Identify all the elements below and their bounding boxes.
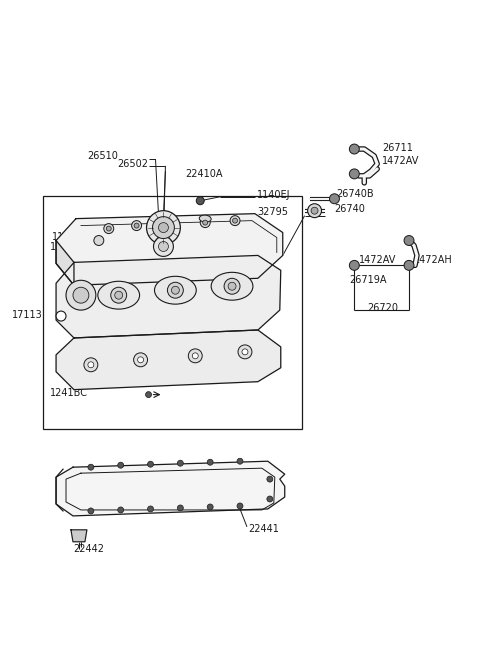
Circle shape bbox=[66, 280, 96, 310]
Text: 1140EJ: 1140EJ bbox=[257, 190, 290, 200]
Circle shape bbox=[178, 505, 183, 511]
Text: 17113: 17113 bbox=[12, 310, 43, 320]
Circle shape bbox=[238, 345, 252, 359]
Circle shape bbox=[158, 222, 168, 233]
Ellipse shape bbox=[155, 276, 196, 304]
Text: 26719A: 26719A bbox=[349, 276, 387, 285]
Circle shape bbox=[118, 462, 124, 468]
Circle shape bbox=[228, 282, 236, 290]
Circle shape bbox=[88, 362, 94, 368]
Circle shape bbox=[145, 392, 152, 398]
Text: 1241BC: 1241BC bbox=[50, 388, 88, 398]
Text: 26740: 26740 bbox=[335, 204, 365, 214]
Text: 22410A: 22410A bbox=[185, 169, 223, 179]
Circle shape bbox=[349, 260, 360, 270]
Circle shape bbox=[94, 236, 104, 245]
Text: 1472AV: 1472AV bbox=[382, 156, 420, 166]
Text: 1472AH: 1472AH bbox=[414, 255, 453, 266]
Text: 26720: 26720 bbox=[367, 303, 398, 313]
Circle shape bbox=[158, 241, 168, 251]
Circle shape bbox=[84, 358, 98, 372]
Text: 26510: 26510 bbox=[87, 151, 118, 161]
Circle shape bbox=[168, 282, 183, 298]
Polygon shape bbox=[71, 530, 87, 542]
Circle shape bbox=[207, 459, 213, 465]
Circle shape bbox=[153, 216, 174, 239]
Circle shape bbox=[207, 504, 213, 510]
Text: 26502: 26502 bbox=[118, 159, 148, 169]
Circle shape bbox=[237, 459, 243, 464]
Circle shape bbox=[115, 291, 123, 299]
Text: 22443B: 22443B bbox=[148, 345, 186, 355]
Polygon shape bbox=[56, 461, 285, 516]
Polygon shape bbox=[56, 241, 74, 285]
Text: 22441: 22441 bbox=[248, 524, 279, 534]
Circle shape bbox=[147, 506, 154, 512]
Circle shape bbox=[404, 236, 414, 245]
Circle shape bbox=[232, 218, 238, 223]
Circle shape bbox=[104, 224, 114, 234]
Circle shape bbox=[237, 503, 243, 509]
Text: 1129EF: 1129EF bbox=[51, 232, 88, 241]
Circle shape bbox=[192, 353, 198, 359]
Circle shape bbox=[138, 357, 144, 363]
Bar bbox=[43, 195, 301, 430]
Circle shape bbox=[267, 476, 273, 482]
Text: 26711: 26711 bbox=[382, 143, 413, 153]
Text: 21504: 21504 bbox=[57, 365, 88, 375]
Circle shape bbox=[349, 169, 360, 179]
Ellipse shape bbox=[199, 215, 211, 222]
Ellipse shape bbox=[211, 272, 253, 300]
Circle shape bbox=[118, 507, 124, 513]
Circle shape bbox=[88, 508, 94, 514]
Polygon shape bbox=[56, 330, 281, 390]
Ellipse shape bbox=[98, 281, 140, 309]
Circle shape bbox=[111, 287, 127, 303]
Circle shape bbox=[230, 216, 240, 226]
Circle shape bbox=[178, 461, 183, 466]
Polygon shape bbox=[56, 255, 281, 338]
Text: 1140ER: 1140ER bbox=[50, 243, 88, 253]
Circle shape bbox=[242, 349, 248, 355]
Circle shape bbox=[308, 204, 322, 218]
Circle shape bbox=[88, 464, 94, 470]
Text: 32795: 32795 bbox=[257, 207, 288, 216]
Polygon shape bbox=[56, 214, 283, 285]
Circle shape bbox=[311, 207, 318, 214]
Circle shape bbox=[329, 194, 339, 204]
Circle shape bbox=[147, 461, 154, 467]
Text: 26740B: 26740B bbox=[336, 189, 374, 199]
Circle shape bbox=[200, 218, 210, 228]
Circle shape bbox=[267, 496, 273, 502]
Circle shape bbox=[106, 226, 111, 231]
Circle shape bbox=[349, 144, 360, 154]
Circle shape bbox=[146, 211, 180, 245]
Circle shape bbox=[134, 223, 139, 228]
Circle shape bbox=[224, 278, 240, 294]
Circle shape bbox=[56, 311, 66, 321]
Circle shape bbox=[73, 287, 89, 303]
Circle shape bbox=[132, 220, 142, 230]
Circle shape bbox=[203, 220, 208, 225]
Circle shape bbox=[188, 349, 202, 363]
Circle shape bbox=[404, 260, 414, 270]
Circle shape bbox=[133, 353, 147, 367]
Circle shape bbox=[171, 286, 180, 294]
Circle shape bbox=[154, 237, 173, 256]
Text: 22442: 22442 bbox=[73, 544, 104, 554]
Circle shape bbox=[196, 197, 204, 205]
Text: 1472AV: 1472AV bbox=[360, 255, 396, 266]
